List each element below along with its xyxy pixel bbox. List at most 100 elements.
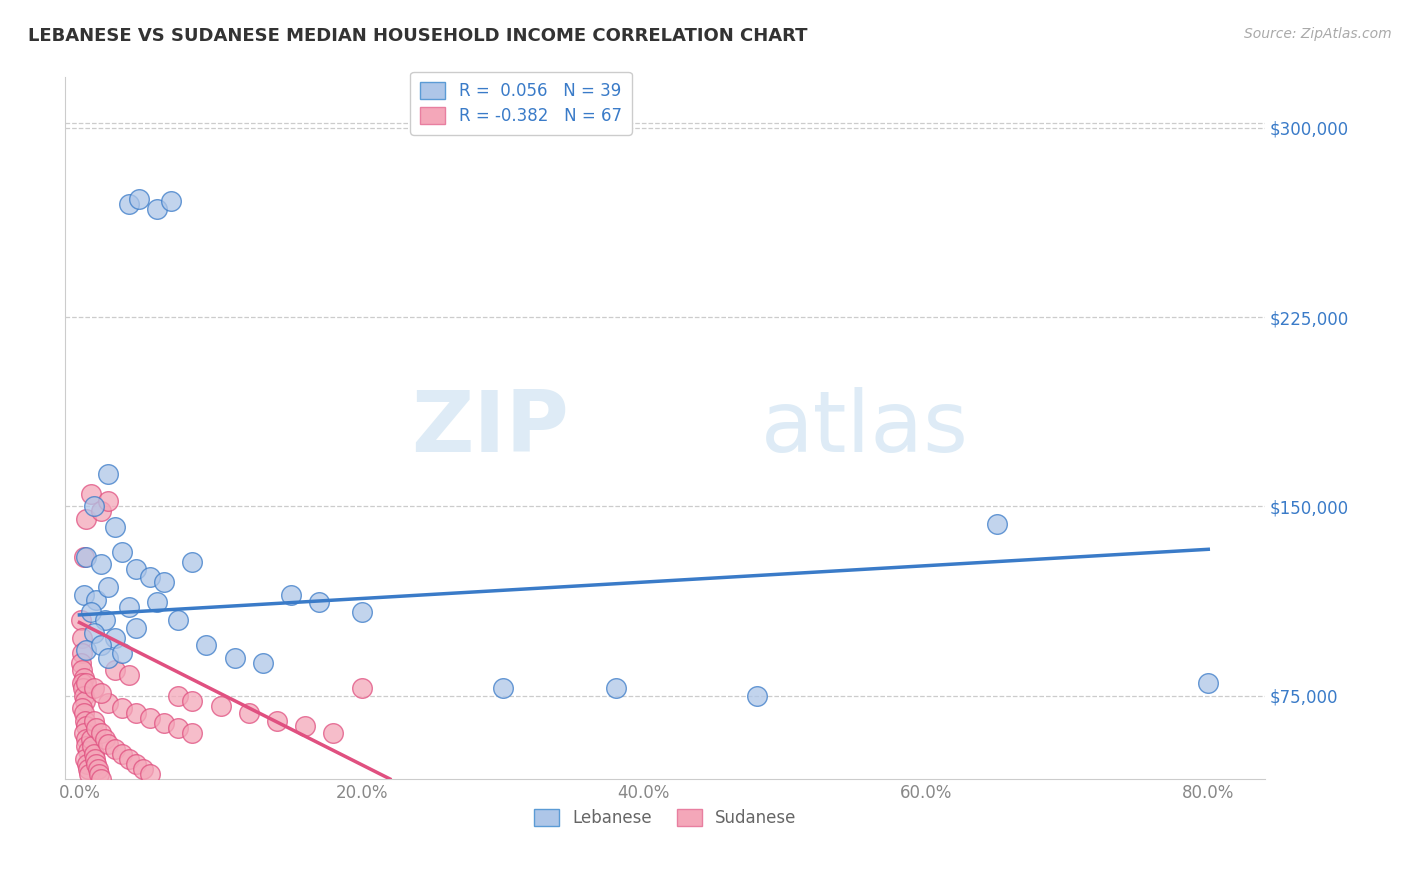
Point	[84, 752, 107, 766]
Text: LEBANESE VS SUDANESE MEDIAN HOUSEHOLD INCOME CORRELATION CHART: LEBANESE VS SUDANESE MEDIAN HOUSEHOLD IN…	[28, 27, 807, 45]
Point	[104, 741, 127, 756]
Point	[70, 701, 93, 715]
Point	[139, 711, 162, 725]
Point	[139, 767, 162, 781]
Point	[153, 575, 176, 590]
Text: atlas: atlas	[761, 386, 969, 470]
Point	[86, 756, 108, 771]
Point	[72, 671, 94, 685]
Point	[153, 716, 176, 731]
Point	[70, 646, 93, 660]
Point	[160, 194, 183, 208]
Point	[89, 767, 111, 781]
Point	[72, 588, 94, 602]
Point	[209, 698, 232, 713]
Point	[181, 694, 204, 708]
Point	[75, 676, 97, 690]
Point	[77, 744, 100, 758]
Point	[97, 580, 120, 594]
Point	[308, 595, 330, 609]
Point	[125, 562, 148, 576]
Point	[70, 664, 93, 678]
Point	[986, 517, 1008, 532]
Point	[76, 756, 98, 771]
Point	[146, 202, 169, 216]
Point	[118, 600, 141, 615]
Point	[280, 588, 302, 602]
Legend: Lebanese, Sudanese: Lebanese, Sudanese	[527, 802, 803, 834]
Point	[224, 650, 246, 665]
Point	[745, 689, 768, 703]
Point	[86, 592, 108, 607]
Point	[97, 467, 120, 481]
Point	[128, 192, 150, 206]
Point	[139, 570, 162, 584]
Point	[238, 706, 260, 721]
Point	[75, 643, 97, 657]
Point	[83, 625, 105, 640]
Point	[83, 681, 105, 695]
Point	[80, 487, 103, 501]
Point	[167, 689, 190, 703]
Point	[73, 706, 96, 721]
Point	[90, 638, 112, 652]
Point	[146, 595, 169, 609]
Point	[252, 656, 274, 670]
Point	[75, 512, 97, 526]
Point	[90, 504, 112, 518]
Point	[1197, 676, 1219, 690]
Point	[90, 772, 112, 786]
Point	[266, 714, 288, 728]
Point	[90, 686, 112, 700]
Text: ZIP: ZIP	[412, 386, 569, 470]
Point	[167, 613, 190, 627]
Point	[118, 196, 141, 211]
Point	[69, 656, 91, 670]
Point	[181, 726, 204, 740]
Point	[125, 706, 148, 721]
Point	[492, 681, 515, 695]
Point	[86, 722, 108, 736]
Point	[80, 606, 103, 620]
Point	[72, 689, 94, 703]
Point	[80, 731, 103, 746]
Point	[72, 726, 94, 740]
Point	[118, 668, 141, 682]
Point	[322, 726, 344, 740]
Point	[125, 620, 148, 634]
Point	[605, 681, 627, 695]
Point	[75, 549, 97, 564]
Point	[90, 558, 112, 572]
Point	[350, 681, 373, 695]
Point	[75, 731, 97, 746]
Point	[132, 762, 155, 776]
Point	[77, 762, 100, 776]
Point	[70, 631, 93, 645]
Point	[79, 767, 101, 781]
Point	[104, 631, 127, 645]
Point	[350, 606, 373, 620]
Point	[83, 714, 105, 728]
Point	[111, 701, 134, 715]
Point	[111, 646, 134, 660]
Point	[72, 549, 94, 564]
Point	[83, 747, 105, 761]
Point	[73, 752, 96, 766]
Point	[75, 719, 97, 733]
Point	[97, 650, 120, 665]
Point	[73, 694, 96, 708]
Point	[104, 519, 127, 533]
Point	[97, 696, 120, 710]
Point	[72, 681, 94, 695]
Point	[118, 752, 141, 766]
Point	[97, 494, 120, 508]
Point	[195, 638, 218, 652]
Point	[104, 664, 127, 678]
Point	[83, 500, 105, 514]
Point	[94, 613, 117, 627]
Point	[94, 731, 117, 746]
Point	[87, 762, 110, 776]
Text: Source: ZipAtlas.com: Source: ZipAtlas.com	[1244, 27, 1392, 41]
Point	[69, 613, 91, 627]
Point	[97, 737, 120, 751]
